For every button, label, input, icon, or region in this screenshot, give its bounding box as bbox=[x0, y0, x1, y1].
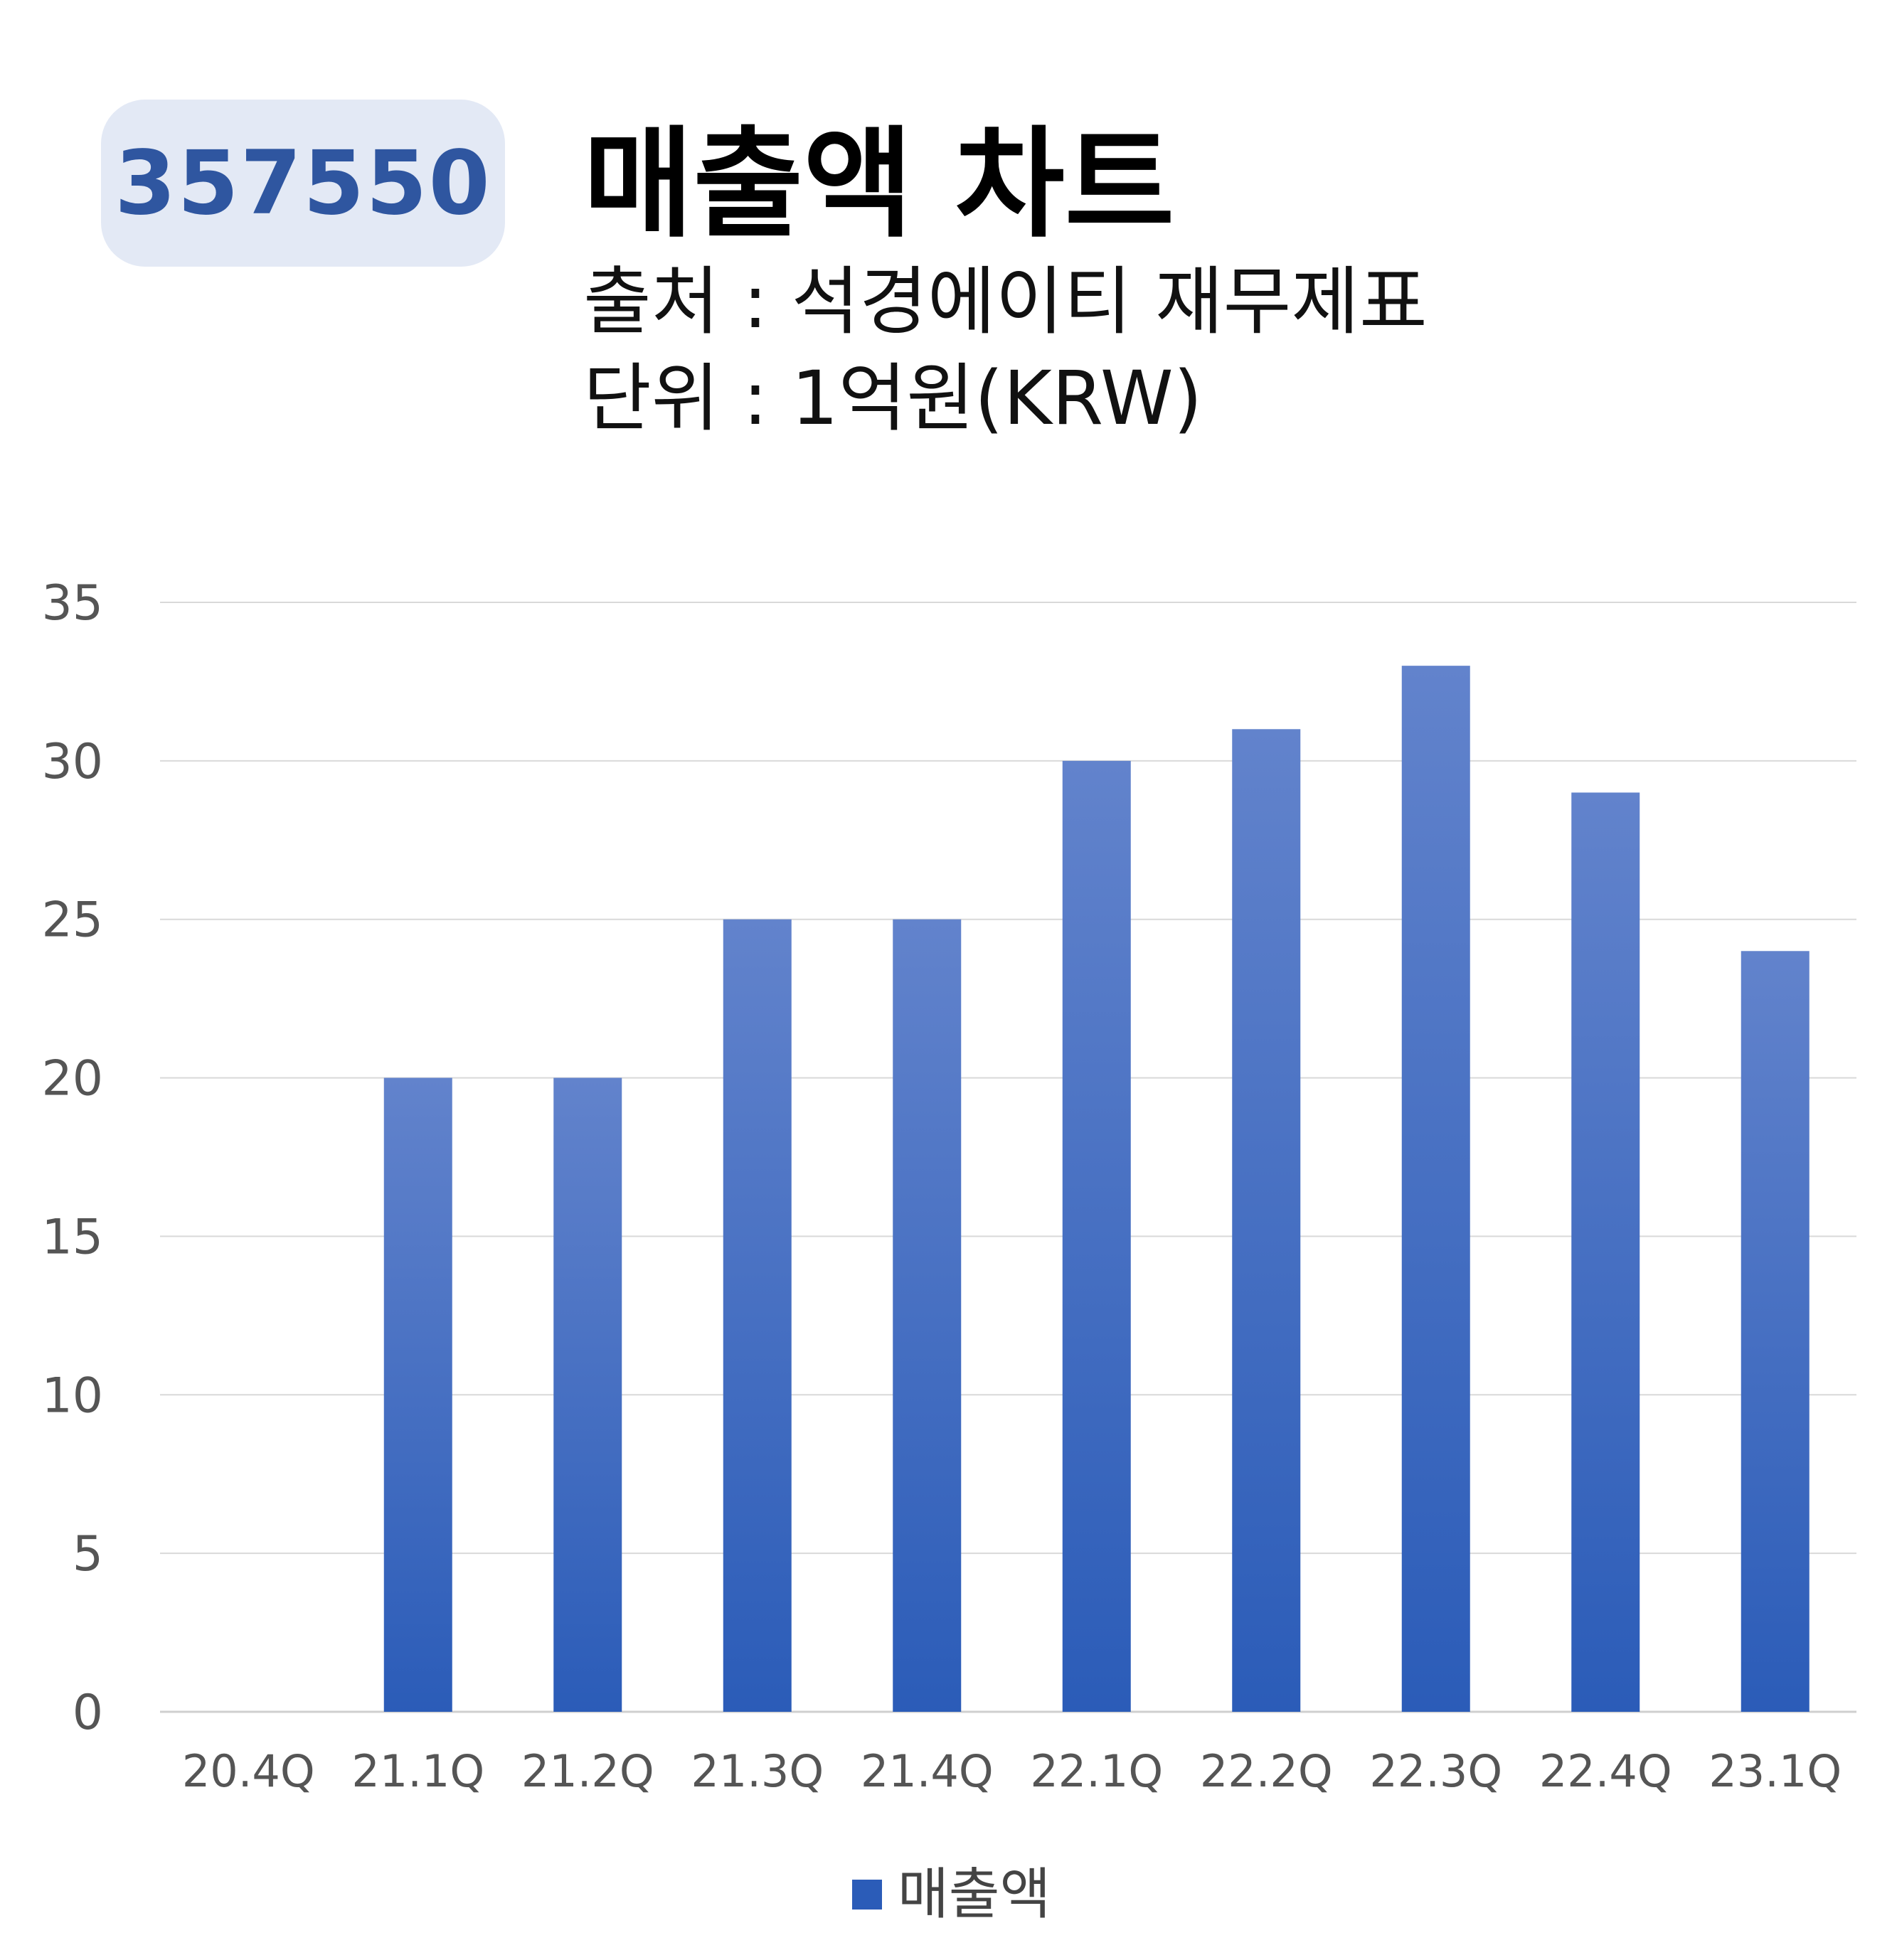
y-tick-label: 10 bbox=[41, 1368, 103, 1424]
bar-21.4Q bbox=[893, 919, 962, 1712]
y-tick-label: 35 bbox=[41, 575, 103, 632]
bar-22.1Q bbox=[1062, 760, 1131, 1712]
y-tick-label: 25 bbox=[41, 893, 103, 949]
x-tick-label: 21.4Q bbox=[861, 1745, 994, 1797]
x-tick-label: 22.3Q bbox=[1369, 1745, 1502, 1797]
y-tick-label: 0 bbox=[73, 1685, 103, 1741]
chart-title: 매출액 차트 bbox=[583, 114, 1175, 254]
bar-21.3Q bbox=[723, 919, 792, 1712]
legend-swatch bbox=[852, 1880, 882, 1910]
x-tick-label: 22.1Q bbox=[1030, 1745, 1163, 1797]
x-axis-ticks: 20.4Q 21.1Q 21.2Q 21.3Q 21.4Q 22.1Q 22.2Q 22.3Q… bbox=[182, 1745, 1842, 1797]
bars bbox=[383, 666, 1810, 1713]
bar-22.3Q bbox=[1401, 666, 1470, 1713]
x-tick-label: 22.2Q bbox=[1200, 1745, 1333, 1797]
y-tick-label: 5 bbox=[73, 1526, 103, 1582]
stock-code: 357550 bbox=[115, 132, 491, 235]
y-tick-label: 15 bbox=[41, 1209, 103, 1265]
x-tick-label: 21.3Q bbox=[691, 1745, 824, 1797]
bar-23.1Q bbox=[1741, 951, 1810, 1712]
x-tick-label: 21.2Q bbox=[521, 1745, 654, 1797]
y-tick-label: 20 bbox=[41, 1051, 103, 1107]
bar-21.2Q bbox=[553, 1077, 622, 1712]
legend-label: 매출액 bbox=[898, 1863, 1051, 1927]
source-line: 출처 : 석경에이티 재무제표 bbox=[583, 258, 1428, 345]
bar-22.4Q bbox=[1571, 792, 1640, 1712]
legend: 매출액 bbox=[852, 1863, 1051, 1927]
x-tick-label: 21.1Q bbox=[351, 1745, 484, 1797]
bar-21.1Q bbox=[383, 1077, 452, 1712]
y-axis-ticks: 0 5 10 15 20 25 30 35 bbox=[41, 575, 103, 1741]
unit-line: 단위 : 1억원(KRW) bbox=[583, 355, 1203, 442]
y-tick-label: 30 bbox=[41, 734, 103, 790]
stock-code-badge: 357550 bbox=[101, 100, 505, 267]
bar-22.2Q bbox=[1232, 729, 1301, 1712]
x-tick-label: 22.4Q bbox=[1539, 1745, 1672, 1797]
x-tick-label: 23.1Q bbox=[1709, 1745, 1842, 1797]
x-tick-label: 20.4Q bbox=[182, 1745, 315, 1797]
